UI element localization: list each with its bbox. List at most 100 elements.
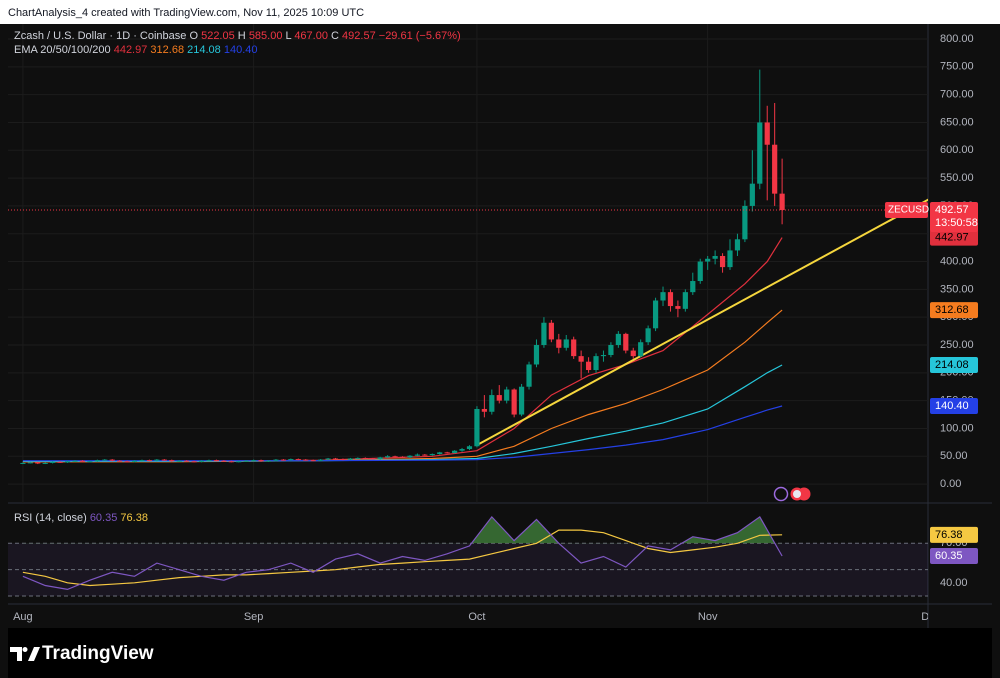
rsi-ma-value-box [930,526,978,543]
chart-background [0,24,1000,678]
ohlc-value: 467.00 [294,30,328,42]
candle-body [518,386,525,415]
candle-body [154,459,160,461]
legend-line: RSI (14, close) 60.35 76.38 [14,512,148,524]
ohlc-value: 492.57 [342,30,376,42]
main-pane [8,24,928,503]
candle-body [533,345,540,365]
candle-body [742,205,748,240]
candle-body [117,460,123,462]
ohlc-key: C [331,30,339,42]
candle-body [273,459,279,461]
candle-body [161,459,167,461]
legend-line: Zcash / U.S. Dollar · 1D · Coinbase O 52… [14,30,461,42]
candle-body [332,458,339,460]
rsi-ma-value-label: 76.38 [935,529,963,541]
candle-body [600,355,607,357]
candle-body [191,461,197,463]
ema-value: 442.97 [114,44,148,56]
ema-value: 312.68 [150,44,184,56]
candle-body [392,456,398,458]
candle-body [362,457,368,459]
candle-body [459,449,465,451]
candle-body [139,460,145,462]
candle-body [452,450,458,453]
candle-body [236,461,242,463]
candle-body [548,322,554,340]
candle-body [779,193,785,211]
candle-body [355,457,361,459]
rsi-ma-line [22,529,783,587]
candle-body [42,462,48,464]
candle-body [109,459,115,461]
candle-body [340,459,346,461]
candle-body [444,452,450,454]
ohlc-key: H [238,30,246,42]
last-price-label: 492.57 [935,204,969,216]
y-tick-label: 0.00 [940,478,961,490]
ohlc-value: 522.05 [201,30,235,42]
ema-value-label: 312.68 [935,304,969,316]
candle-body [27,462,33,464]
symbol-tag [885,202,928,219]
candle-body [243,460,249,462]
candle-body [20,462,26,464]
ohlc-key: L [286,30,292,42]
y-tick-label: 800.00 [940,33,974,45]
candle-body [50,461,56,463]
x-tick-label: Sep [244,611,264,623]
ema-title: EMA 20/50/100/200 [14,44,111,56]
last-price-box [930,202,978,233]
y-tick-label: 100.00 [940,422,974,434]
candle-body [280,459,287,461]
candle-body [697,261,703,282]
candle-body [474,408,480,447]
candle-body [385,456,391,458]
candle-body [585,361,592,371]
candle-body [667,292,674,307]
candle-body [571,339,577,357]
candle-body [481,408,487,412]
candle-body [72,460,78,462]
candle-body [705,258,711,262]
event-icons [773,486,811,502]
rsi-pane [8,515,928,597]
symbol-label: ZECUSD [888,205,929,216]
candle-body [198,460,205,462]
ema-value-label: 442.97 [935,232,969,244]
candle-body [690,281,696,293]
ema-value-box [930,302,978,319]
price-axis: 0.0050.00100.00150.00200.00250.00300.003… [885,33,978,589]
candle-body [295,459,301,461]
y-tick-label: 700.00 [940,89,974,101]
ema-line [22,405,783,462]
candle-body [176,460,182,462]
candle-body [265,460,272,462]
candle-body [437,452,443,455]
candle-body [407,455,413,458]
time-axis: Aug Sep Oct Nov Dec [13,611,928,623]
candle-body [556,339,562,348]
candle-body [124,461,130,463]
candle-body [94,460,100,462]
footer-bar [8,628,992,678]
rsi-line [22,515,783,591]
candle-body [489,395,495,412]
rsi-value-label: 60.35 [935,550,963,562]
ema-value: 214.08 [187,44,221,56]
top-bar [0,0,1000,24]
trendline [476,198,928,446]
candle-body [288,459,294,461]
candle-body [615,333,621,346]
candle-body [526,364,532,387]
candle-body [414,454,420,456]
y-tick-label: 550.00 [940,172,974,184]
candle-body [772,144,778,194]
credit: ChartAnalysis_4 created with TradingView… [8,7,364,19]
ema-value-box [930,229,978,246]
candle-body [638,342,644,357]
candle-body [630,350,636,357]
y-tick-label: 350.00 [940,283,974,295]
rsi-title: RSI (14, close) [14,512,87,524]
candle-body [370,458,376,460]
